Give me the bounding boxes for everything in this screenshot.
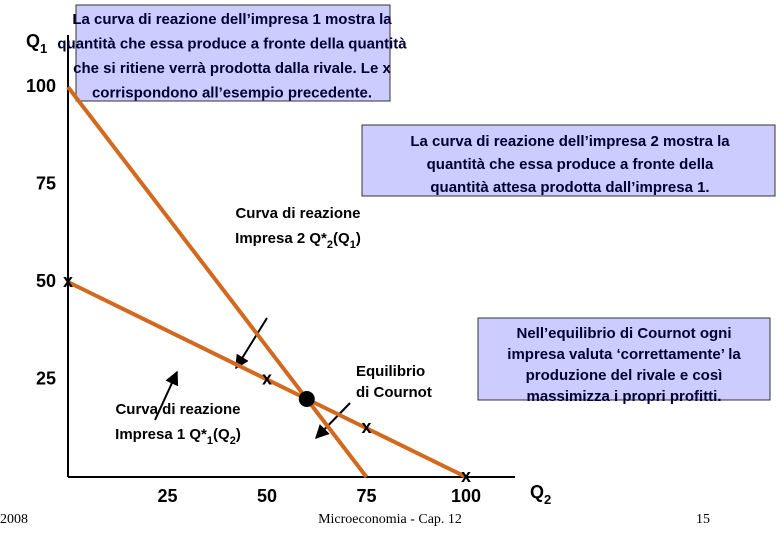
y-tick-label: 25 xyxy=(36,368,56,388)
box-text: massimizza i propri profitti. xyxy=(526,388,721,405)
x-tick-label: 25 xyxy=(157,486,177,506)
label: Impresa 1 Q*1(Q2) xyxy=(115,426,241,447)
arrow xyxy=(235,317,268,370)
text-box xyxy=(477,317,771,401)
label-part: 2 xyxy=(544,492,551,507)
label-part: Impresa 1 Q* xyxy=(115,426,207,443)
reaction-curve xyxy=(66,85,369,479)
label-part: (Q xyxy=(213,426,230,443)
x-tick-label: 100 xyxy=(451,486,481,506)
reaction-curve xyxy=(67,280,467,479)
x-point: x xyxy=(63,271,73,291)
x-point: x xyxy=(262,368,272,388)
box-text: Nell’equilibrio di Cournot ogni xyxy=(517,325,732,342)
label-part: 1 xyxy=(207,435,213,447)
label-part: 1 xyxy=(40,41,47,56)
footer-right: 15 xyxy=(696,512,710,527)
box-text: produzione del rivale e così xyxy=(526,367,723,384)
x-tick-label: 50 xyxy=(257,486,277,506)
y-tick-label: 50 xyxy=(36,271,56,291)
box-text: che si ritiene verrà prodotta dalla riva… xyxy=(73,60,391,77)
box-text: quantità attesa prodotta dall’impresa 1. xyxy=(430,179,709,196)
equilibrium-point xyxy=(298,391,315,407)
equilibrium-label: Equilibrio xyxy=(356,363,425,380)
equilibrium-label: di Cournot xyxy=(356,384,432,401)
footer-center: Microeconomia - Cap. 12 xyxy=(318,512,462,527)
label: Q1 xyxy=(26,31,47,56)
x-point: x xyxy=(461,466,471,486)
label-part: Q xyxy=(530,482,544,502)
label-part: ) xyxy=(236,426,241,443)
curve-label: Curva di reazione xyxy=(235,205,360,222)
label-part: (Q xyxy=(333,230,350,247)
label: Impresa 2 Q*2(Q1) xyxy=(235,230,361,251)
box-text: quantità che essa produce a fronte della xyxy=(427,156,714,173)
box-text: La curva di reazione dell’impresa 1 most… xyxy=(72,11,392,28)
footer-left: 2008 xyxy=(0,512,28,527)
arrow xyxy=(154,370,179,421)
label-part: Impresa 2 Q* xyxy=(235,230,327,247)
text-box xyxy=(75,4,391,102)
label-part: ) xyxy=(356,230,361,247)
x-tick-label: 75 xyxy=(356,486,376,506)
label-part: 2 xyxy=(230,435,236,447)
box-text: impresa valuta ‘correttamente’ la xyxy=(507,346,741,363)
box-text: La curva di reazione dell’impresa 2 most… xyxy=(410,133,730,150)
y-tick-label: 75 xyxy=(36,173,56,193)
x-point: x xyxy=(361,417,371,437)
curve-label: Curva di reazione xyxy=(115,401,240,418)
y-tick-label: 100 xyxy=(26,76,56,96)
label-part: 1 xyxy=(350,239,356,251)
box-text: quantità che essa produce a fronte della… xyxy=(57,35,407,52)
box-text: corrispondono all’esempio precedente. xyxy=(92,84,372,101)
text-box xyxy=(361,124,776,197)
label-part: 2 xyxy=(327,239,333,251)
arrow xyxy=(315,402,351,440)
label: Q2 xyxy=(530,482,551,507)
label-part: Q xyxy=(26,31,40,51)
